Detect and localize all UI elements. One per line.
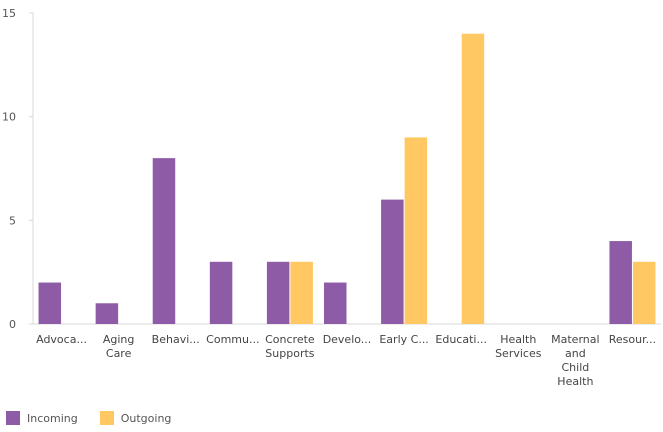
- legend: Incoming Outgoing: [6, 411, 171, 425]
- x-tick-label: Develo...: [323, 333, 372, 346]
- y-tick-label: 15: [2, 7, 16, 20]
- legend-label-incoming: Incoming: [27, 411, 78, 425]
- x-tick-label: Advoca...: [36, 333, 87, 346]
- x-tick-label: Maternal and Child Health: [551, 333, 599, 388]
- bar-incoming[interactable]: [324, 282, 347, 324]
- y-tick-label: 10: [2, 111, 16, 124]
- x-tick-label: Health Services: [495, 333, 542, 360]
- legend-swatch-incoming: [6, 411, 20, 425]
- legend-item-outgoing[interactable]: Outgoing: [99, 411, 172, 425]
- bar-outgoing[interactable]: [404, 137, 428, 324]
- legend-swatch-outgoing: [99, 411, 114, 425]
- x-tick-label: Aging Care: [103, 333, 135, 360]
- bar-incoming[interactable]: [95, 303, 119, 324]
- x-tick-label: Early C...: [379, 333, 428, 346]
- bar-outgoing[interactable]: [290, 261, 313, 324]
- bar-incoming[interactable]: [266, 261, 290, 324]
- y-tick-label: 0: [9, 318, 16, 331]
- bar-incoming[interactable]: [381, 199, 404, 324]
- x-tick-label: Educati...: [435, 333, 487, 346]
- x-tick-label: Commu...: [206, 333, 259, 346]
- bar-incoming[interactable]: [152, 158, 176, 324]
- x-tick-label: Behavi...: [152, 333, 200, 346]
- x-tick-label: Resour...: [609, 333, 656, 346]
- legend-item-incoming[interactable]: Incoming: [6, 411, 78, 425]
- bar-incoming[interactable]: [609, 241, 632, 324]
- x-tick-label: Concrete Supports: [265, 333, 315, 360]
- bar-outgoing[interactable]: [461, 33, 485, 324]
- bar-chart: 0 5 10 15 Advoca... Aging Care Behavi... Commu..…: [2, 7, 661, 388]
- y-tick-label: 5: [9, 214, 16, 227]
- bar-outgoing[interactable]: [632, 261, 656, 324]
- bar-incoming[interactable]: [38, 282, 62, 324]
- bar-incoming[interactable]: [209, 261, 233, 324]
- legend-label-outgoing: Outgoing: [120, 411, 172, 425]
